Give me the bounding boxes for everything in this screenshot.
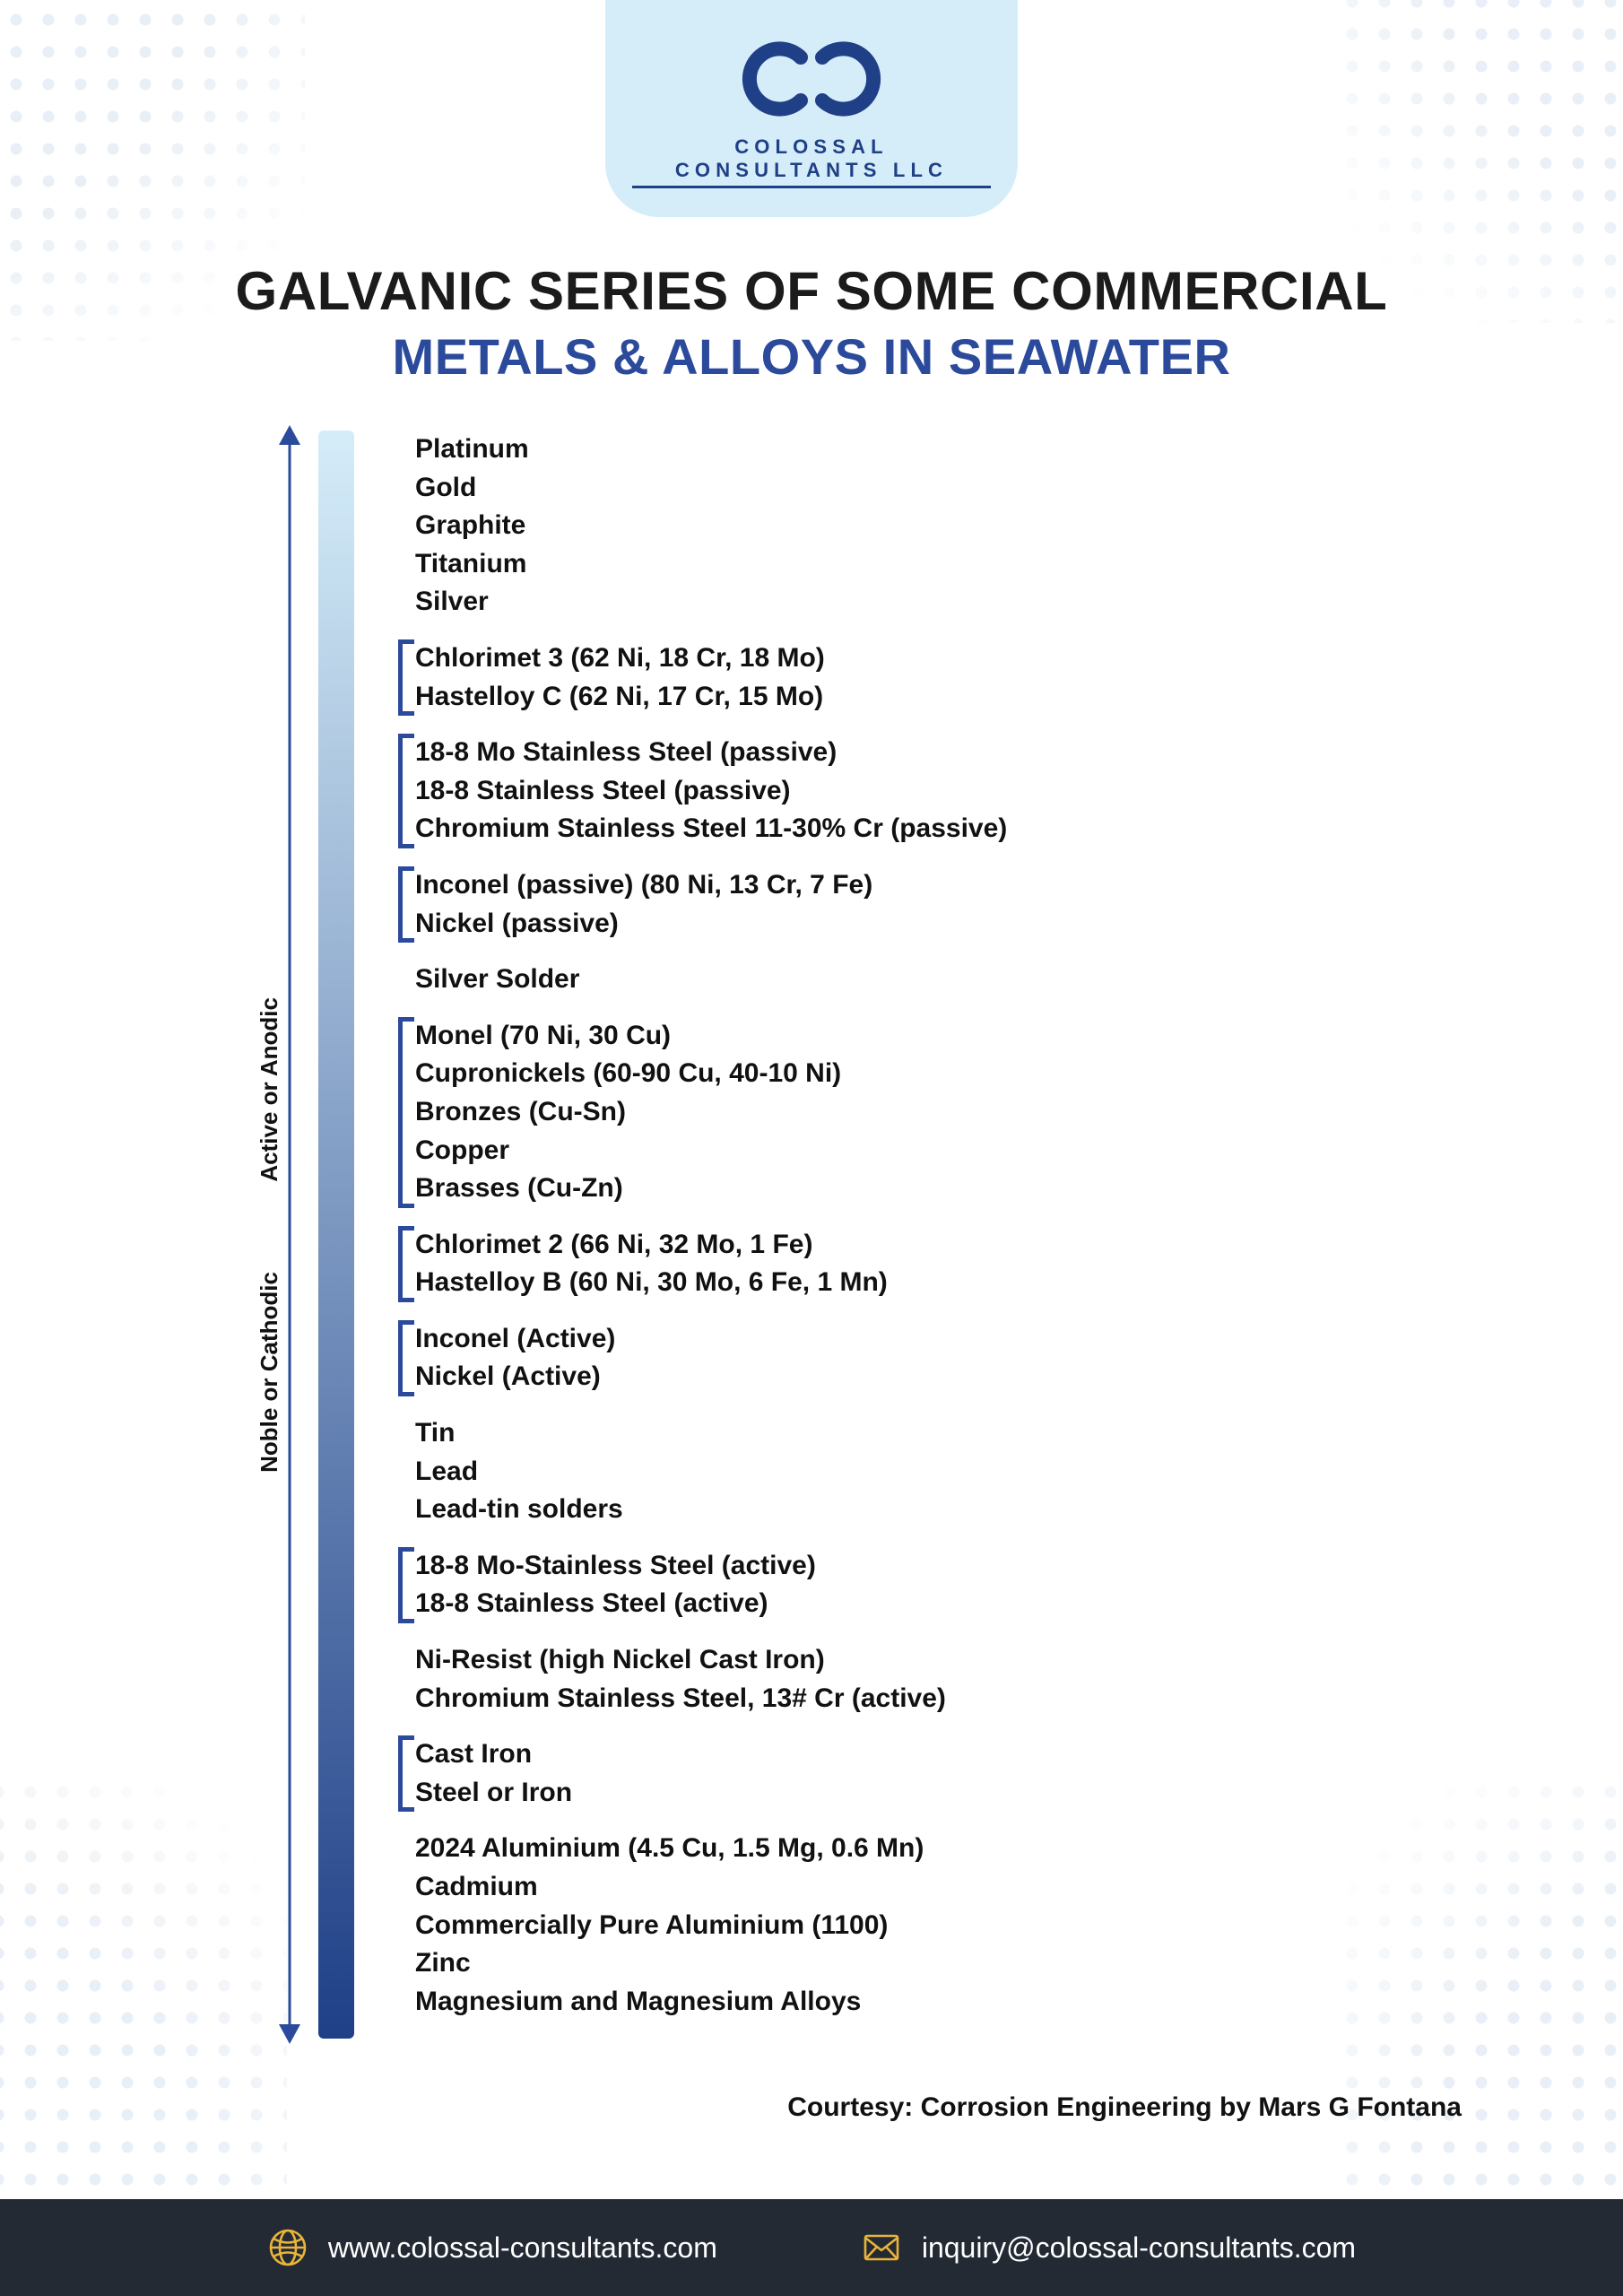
series-group: Cast IronSteel or Iron [398,1735,1394,1812]
series-item: Copper [415,1132,1394,1170]
series-group: Silver Solder [415,961,1394,999]
title-line-1: GALVANIC SERIES OF SOME COMMERCIAL [0,260,1623,322]
series-group: 2024 Aluminium (4.5 Cu, 1.5 Mg, 0.6 Mn)C… [415,1830,1394,2021]
series-item: Hastelloy B (60 Ni, 30 Mo, 6 Fe, 1 Mn) [415,1264,1394,1302]
galvanic-series-diagram: Active or Anodic Noble or Cathodic Plati… [229,430,1394,2039]
series-item: 18-8 Mo-Stainless Steel (active) [415,1547,1394,1586]
footer-email-text: inquiry@colossal-consultants.com [922,2231,1356,2265]
series-group: 18-8 Mo Stainless Steel (passive)18-8 St… [398,734,1394,848]
series-item: Cupronickels (60-90 Cu, 40-10 Ni) [415,1055,1394,1093]
series-item: 18-8 Stainless Steel (passive) [415,772,1394,811]
series-item: Inconel (passive) (80 Ni, 13 Cr, 7 Fe) [415,866,1394,905]
series-item: Zinc [415,1944,1394,1983]
globe-icon [267,2227,308,2268]
series-item: 18-8 Stainless Steel (active) [415,1585,1394,1623]
series-item: Silver Solder [415,961,1394,999]
series-item: Chromium Stainless Steel 11-30% Cr (pass… [415,810,1394,848]
series-item: Cast Iron [415,1735,1394,1774]
footer-email: inquiry@colossal-consultants.com [861,2227,1356,2268]
series-group: Chlorimet 2 (66 Ni, 32 Mo, 1 Fe)Hastello… [398,1226,1394,1302]
series-item: Commercially Pure Aluminium (1100) [415,1907,1394,1945]
series-item: Inconel (Active) [415,1320,1394,1359]
series-group: TinLeadLead-tin solders [415,1414,1394,1529]
series-item: Gold [415,469,1394,508]
series-group: PlatinumGoldGraphiteTitaniumSilver [415,430,1394,622]
company-logo-icon [632,34,991,128]
company-name: COLOSSAL CONSULTANTS LLC [632,135,991,188]
series-item: Lead-tin solders [415,1491,1394,1529]
page-title: GALVANIC SERIES OF SOME COMMERCIAL METAL… [0,260,1623,386]
series-item: 2024 Aluminium (4.5 Cu, 1.5 Mg, 0.6 Mn) [415,1830,1394,1868]
footer-website: www.colossal-consultants.com [267,2227,717,2268]
axis-arrow [272,430,308,2039]
series-group: Monel (70 Ni, 30 Cu)Cupronickels (60-90 … [398,1017,1394,1208]
series-item: Chlorimet 3 (62 Ni, 18 Cr, 18 Mo) [415,639,1394,678]
series-item: 18-8 Mo Stainless Steel (passive) [415,734,1394,772]
arrow-shaft [289,436,291,2033]
series-group: Inconel (Active)Nickel (Active) [398,1320,1394,1396]
series-item: Nickel (passive) [415,905,1394,944]
series-item: Chromium Stainless Steel, 13# Cr (active… [415,1680,1394,1718]
series-list: PlatinumGoldGraphiteTitaniumSilver Chlori… [390,430,1394,2039]
series-item: Magnesium and Magnesium Alloys [415,1983,1394,2022]
series-item: Graphite [415,507,1394,545]
series-item: Bronzes (Cu-Sn) [415,1093,1394,1132]
series-item: Hastelloy C (62 Ni, 17 Cr, 15 Mo) [415,678,1394,717]
series-item: Tin [415,1414,1394,1453]
series-item: Titanium [415,545,1394,584]
series-group: Inconel (passive) (80 Ni, 13 Cr, 7 Fe)Ni… [398,866,1394,943]
footer-bar: www.colossal-consultants.com inquiry@col… [0,2199,1623,2296]
series-item: Nickel (Active) [415,1358,1394,1396]
arrow-down-icon [279,2024,300,2044]
gradient-scale-bar [318,430,354,2039]
series-item: Platinum [415,430,1394,469]
logo-card: COLOSSAL CONSULTANTS LLC [605,0,1018,217]
series-item: Steel or Iron [415,1774,1394,1813]
footer-website-text: www.colossal-consultants.com [328,2231,717,2265]
series-item: Chlorimet 2 (66 Ni, 32 Mo, 1 Fe) [415,1226,1394,1265]
series-group: Ni-Resist (high Nickel Cast Iron)Chromiu… [415,1641,1394,1718]
series-item: Ni-Resist (high Nickel Cast Iron) [415,1641,1394,1680]
axis-column: Active or Anodic Noble or Cathodic [229,430,390,2039]
series-item: Silver [415,583,1394,622]
title-line-2: METALS & ALLOYS IN SEAWATER [0,327,1623,386]
series-group: 18-8 Mo-Stainless Steel (active)18-8 Sta… [398,1547,1394,1623]
series-group: Chlorimet 3 (62 Ni, 18 Cr, 18 Mo)Hastell… [398,639,1394,716]
series-item: Lead [415,1453,1394,1492]
mail-icon [861,2227,902,2268]
series-item: Cadmium [415,1868,1394,1907]
series-item: Monel (70 Ni, 30 Cu) [415,1017,1394,1056]
series-item: Brasses (Cu-Zn) [415,1170,1394,1208]
courtesy-credit: Courtesy: Corrosion Engineering by Mars … [161,2092,1462,2123]
